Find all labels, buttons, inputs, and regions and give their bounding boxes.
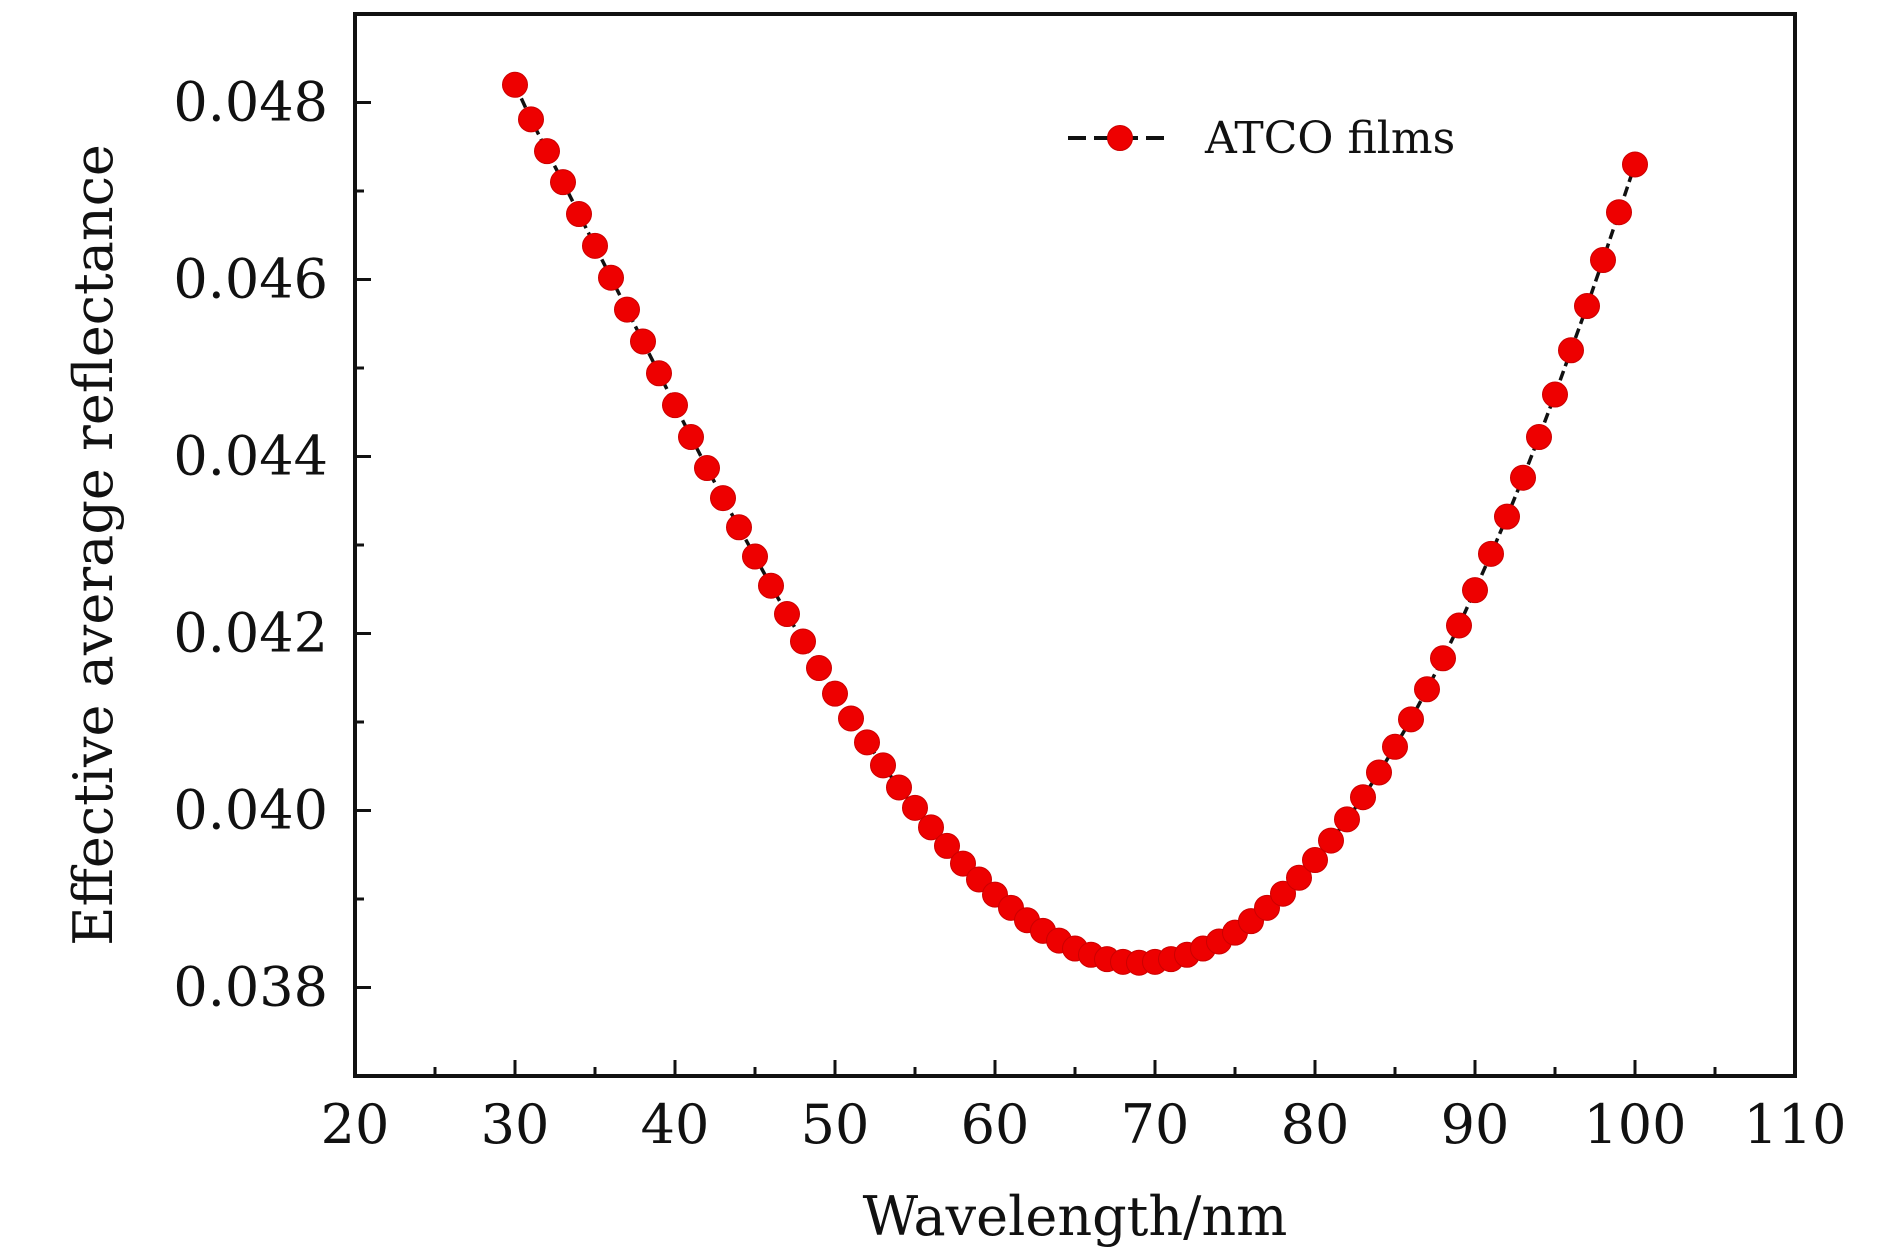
y-tick-label: 0.038 <box>173 956 328 1019</box>
x-axis-title: Wavelength/nm <box>863 1185 1288 1248</box>
data-point <box>790 628 816 655</box>
data-point <box>1430 645 1456 672</box>
data-point <box>1446 612 1472 639</box>
data-point <box>1574 293 1600 320</box>
data-point <box>758 572 784 599</box>
y-tick-label: 0.046 <box>173 248 328 311</box>
data-point <box>1606 199 1632 226</box>
data-point <box>1382 733 1408 760</box>
data-point <box>502 71 528 98</box>
data-point <box>838 705 864 732</box>
data-point <box>550 169 576 196</box>
data-point <box>1398 706 1424 733</box>
data-point <box>1286 864 1312 891</box>
x-tick-label: 90 <box>1441 1093 1510 1156</box>
legend-label: ATCO films <box>1204 113 1455 164</box>
data-point <box>1334 806 1360 833</box>
data-point <box>774 601 800 628</box>
data-point <box>662 392 688 419</box>
x-axis: 20 30 40 50 60 70 80 90 100 110 <box>321 1060 1847 1156</box>
data-point <box>1558 337 1584 364</box>
data-point <box>598 264 624 291</box>
data-point <box>918 814 944 841</box>
legend-marker-swatch <box>1107 125 1133 151</box>
x-tick-label: 80 <box>1281 1093 1350 1156</box>
data-point <box>1462 577 1488 604</box>
data-point <box>950 850 976 877</box>
data-point <box>694 455 720 482</box>
data-point <box>822 680 848 707</box>
data-point <box>1510 464 1536 491</box>
data-point <box>1622 151 1648 178</box>
data-point <box>1590 247 1616 274</box>
data-point <box>806 655 832 682</box>
x-tick-label: 30 <box>481 1093 550 1156</box>
data-point <box>710 485 736 512</box>
series-layer <box>502 71 1648 976</box>
data-point <box>646 360 672 387</box>
data-point <box>582 232 608 259</box>
y-tick-label: 0.042 <box>173 602 328 665</box>
y-axis: 0.038 0.040 0.042 0.044 0.046 0.048 <box>173 12 371 1078</box>
data-point <box>1526 424 1552 451</box>
data-point <box>934 832 960 859</box>
y-tick-label: 0.044 <box>173 425 328 488</box>
data-point <box>1366 759 1392 786</box>
data-point <box>1318 827 1344 854</box>
x-tick-label: 70 <box>1121 1093 1190 1156</box>
y-axis-title: Effective average reflectance <box>62 144 125 946</box>
y-tick-label: 0.040 <box>173 779 328 842</box>
y-tick-label: 0.048 <box>173 71 328 134</box>
data-point <box>854 729 880 756</box>
data-point <box>1270 880 1296 907</box>
data-point <box>726 514 752 541</box>
data-point <box>742 543 768 570</box>
data-point <box>902 794 928 821</box>
x-tick-label: 50 <box>801 1093 870 1156</box>
x-tick-label: 20 <box>321 1093 390 1156</box>
legend: ATCO films <box>1068 113 1455 164</box>
data-point <box>614 296 640 323</box>
data-point <box>886 774 912 801</box>
data-point <box>630 328 656 355</box>
data-point <box>678 424 704 451</box>
x-tick-label: 110 <box>1743 1093 1846 1156</box>
x-tick-label: 100 <box>1583 1093 1686 1156</box>
data-point <box>1494 503 1520 530</box>
x-tick-label: 60 <box>961 1093 1030 1156</box>
data-point <box>1478 540 1504 567</box>
data-point <box>566 201 592 228</box>
data-point <box>1414 676 1440 703</box>
data-point <box>870 752 896 779</box>
data-point <box>534 138 560 165</box>
data-point <box>966 866 992 893</box>
data-point <box>518 106 544 133</box>
x-tick-label: 40 <box>641 1093 710 1156</box>
data-point <box>1302 847 1328 874</box>
data-point <box>1542 381 1568 408</box>
data-point <box>1350 784 1376 811</box>
